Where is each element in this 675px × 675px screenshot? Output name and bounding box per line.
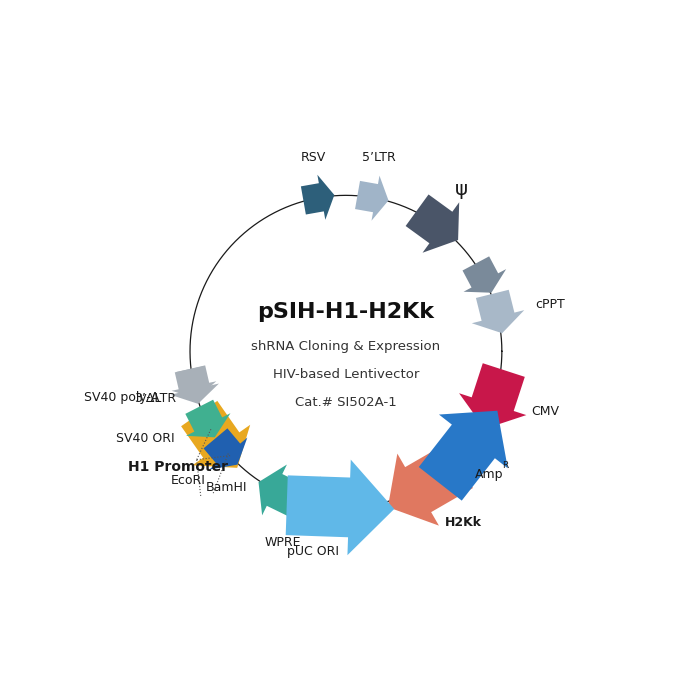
Polygon shape: [301, 175, 334, 220]
Polygon shape: [388, 443, 473, 526]
Polygon shape: [170, 365, 219, 404]
Polygon shape: [355, 176, 389, 221]
Polygon shape: [259, 464, 304, 516]
Polygon shape: [181, 401, 250, 468]
Text: SV40 poly-A: SV40 poly-A: [84, 392, 159, 404]
Text: pSIH-H1-H2Kk: pSIH-H1-H2Kk: [257, 302, 435, 322]
Text: ψ: ψ: [455, 180, 468, 199]
Text: 5’LTR: 5’LTR: [362, 151, 396, 165]
Text: CMV: CMV: [531, 405, 560, 418]
Text: H1 Promoter: H1 Promoter: [128, 460, 228, 475]
Polygon shape: [171, 366, 216, 398]
Polygon shape: [459, 363, 526, 429]
Polygon shape: [418, 410, 508, 501]
Text: HIV-based Lentivector: HIV-based Lentivector: [273, 368, 419, 381]
Text: pUC ORI: pUC ORI: [287, 545, 339, 558]
Text: SV40 ORI: SV40 ORI: [116, 432, 175, 445]
Text: WPRE: WPRE: [264, 535, 301, 549]
Polygon shape: [462, 256, 506, 293]
Text: shRNA Cloning & Expression: shRNA Cloning & Expression: [251, 340, 441, 352]
Text: BamHI: BamHI: [206, 481, 248, 494]
Polygon shape: [286, 460, 394, 556]
Text: cPPT: cPPT: [535, 298, 565, 310]
Text: EcoRI: EcoRI: [171, 474, 206, 487]
Polygon shape: [298, 477, 343, 532]
Polygon shape: [406, 194, 459, 252]
Polygon shape: [472, 290, 524, 333]
Text: H2Kk: H2Kk: [445, 516, 482, 529]
Text: Cat.# SI502A-1: Cat.# SI502A-1: [295, 396, 397, 408]
Text: 3’ΔLTR: 3’ΔLTR: [134, 392, 176, 405]
Text: R: R: [503, 460, 509, 470]
Polygon shape: [204, 429, 247, 470]
Text: Amp: Amp: [475, 468, 504, 481]
Polygon shape: [186, 400, 230, 437]
Text: RSV: RSV: [300, 151, 325, 165]
